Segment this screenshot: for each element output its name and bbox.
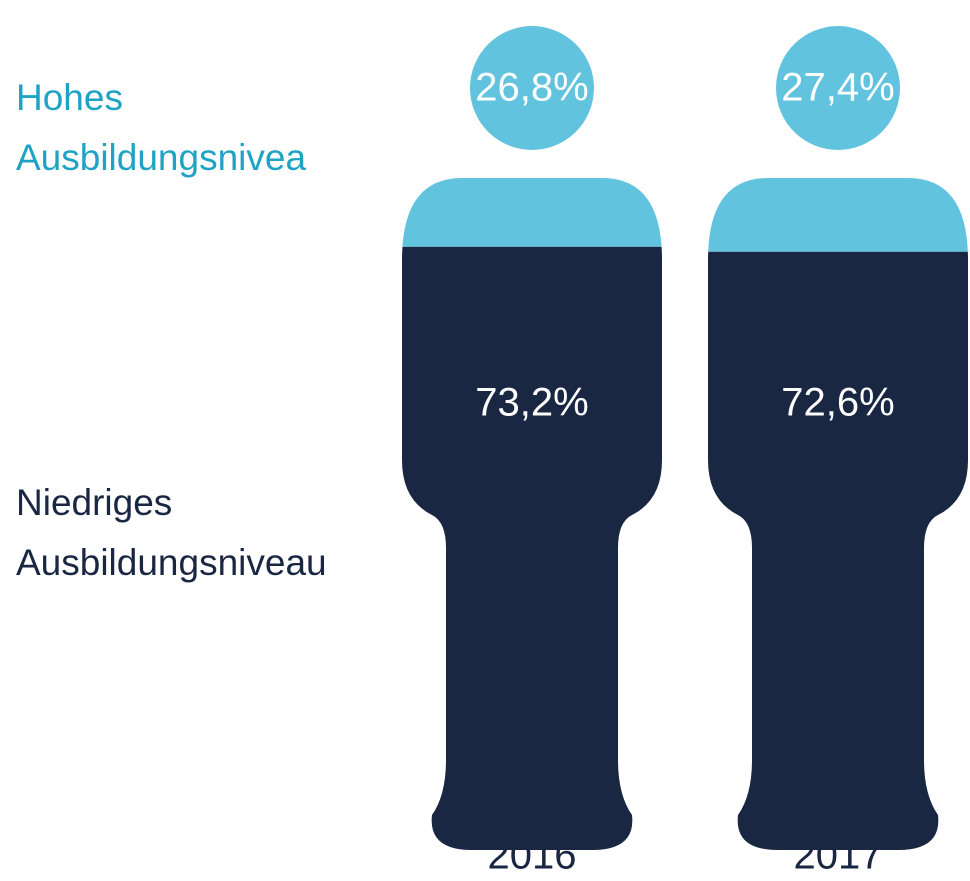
segment [402,246,662,850]
segment [708,251,968,850]
value-label: 72,6% [781,381,894,425]
legend-label: Hohes Ausbildungsnivea [16,77,306,178]
segment [708,26,968,252]
value-label: 26,8% [475,66,588,110]
value-label: 73,2% [475,381,588,425]
segment [402,26,662,247]
category-label: 2016 [488,834,577,878]
category-label: 2017 [794,834,883,878]
figure [708,26,968,850]
legend-label: Niedriges Ausbildungsniveau [16,482,327,583]
figure [402,26,662,850]
value-label: 27,4% [781,66,894,110]
